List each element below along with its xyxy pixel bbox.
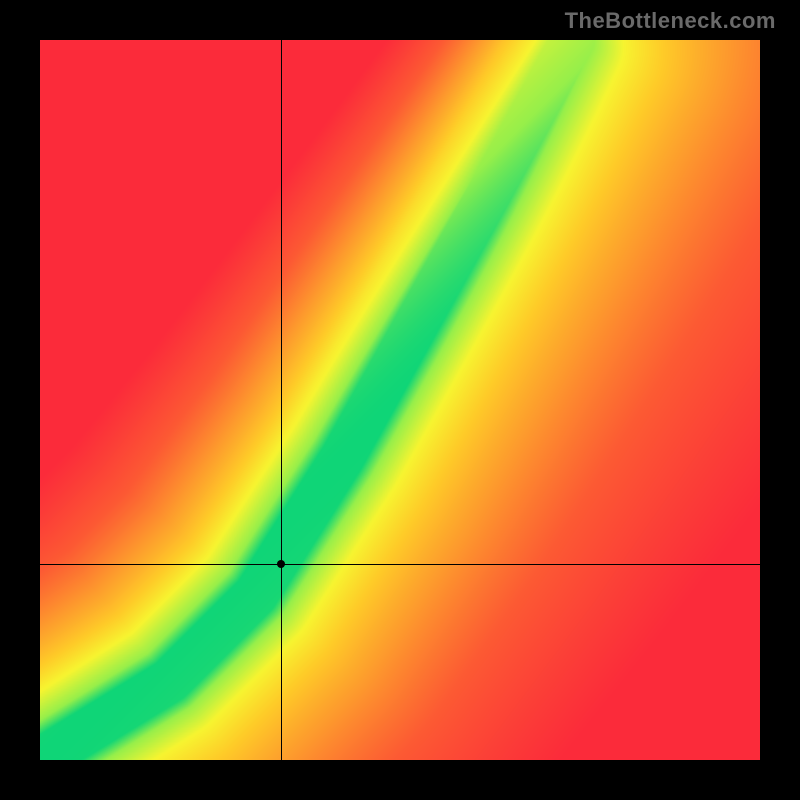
heatmap-canvas [40, 40, 760, 760]
selected-point-marker [277, 560, 285, 568]
plot-area [40, 40, 760, 760]
watermark-text: TheBottleneck.com [565, 8, 776, 34]
crosshair-horizontal [40, 564, 760, 565]
chart-container: TheBottleneck.com [0, 0, 800, 800]
crosshair-vertical [281, 40, 282, 760]
